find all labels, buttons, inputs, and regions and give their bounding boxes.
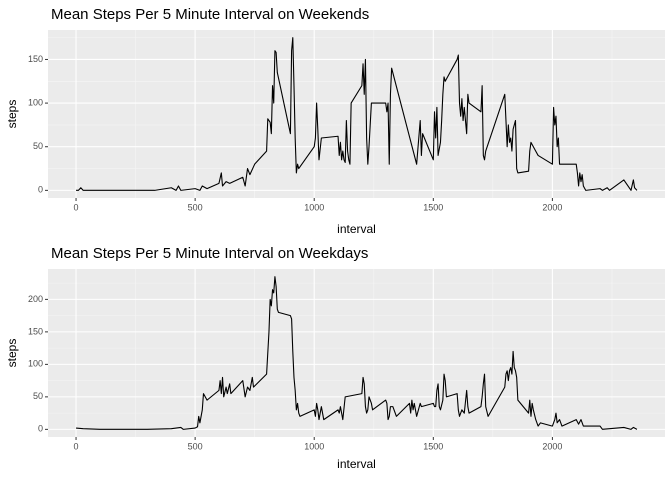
x-tick-label: 500 <box>188 202 203 212</box>
plot-background <box>48 269 665 437</box>
x-tick-label: 0 <box>74 441 79 451</box>
chart-title: Mean Steps Per 5 Minute Interval on Week… <box>51 245 368 262</box>
y-tick-label: 200 <box>28 294 43 304</box>
data-line <box>76 37 638 191</box>
x-tick-label: 500 <box>188 441 203 451</box>
x-axis-label: interval <box>337 457 376 471</box>
y-tick-label: 150 <box>28 54 43 64</box>
x-tick-label: 1500 <box>423 202 443 212</box>
y-tick-label: 150 <box>28 326 43 336</box>
y-tick-label: 50 <box>33 141 43 151</box>
plot-background <box>48 30 665 198</box>
y-tick-label: 0 <box>38 185 43 195</box>
y-tick-label: 0 <box>38 424 43 434</box>
x-tick-label: 1000 <box>304 202 324 212</box>
data-line <box>76 276 638 430</box>
y-tick-label: 100 <box>28 359 43 369</box>
y-tick-label: 100 <box>28 97 43 107</box>
x-tick-label: 1000 <box>304 441 324 451</box>
x-tick-label: 1500 <box>423 441 443 451</box>
y-axis-label: steps <box>5 339 19 368</box>
x-axis-label: interval <box>337 222 376 236</box>
x-tick-label: 2000 <box>542 441 562 451</box>
y-axis-label: steps <box>5 100 19 129</box>
x-tick-label: 0 <box>74 202 79 212</box>
y-tick-label: 50 <box>33 391 43 401</box>
chart-title: Mean Steps Per 5 Minute Interval on Week… <box>51 6 369 23</box>
x-tick-label: 2000 <box>542 202 562 212</box>
